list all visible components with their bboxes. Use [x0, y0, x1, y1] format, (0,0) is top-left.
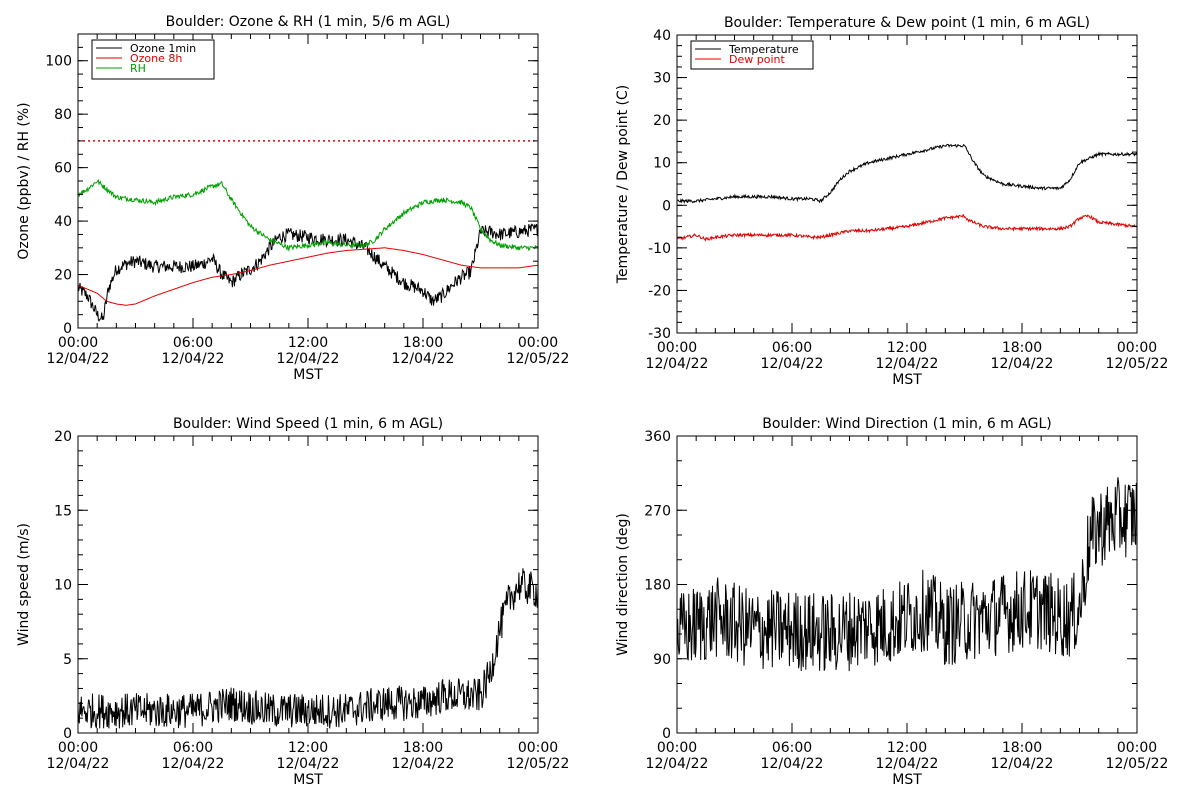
x-axis-label: MST — [892, 772, 922, 788]
x-axis-label: MST — [293, 772, 323, 788]
x-tick-time: 00:00 — [657, 740, 697, 756]
x-tick-date: 12/05/22 — [1106, 356, 1169, 372]
x-tick-time: 06:00 — [173, 335, 213, 351]
y-tick-label: 20 — [54, 429, 72, 445]
legend-label: RH — [130, 62, 146, 75]
legend-box — [690, 40, 814, 70]
y-tick-label: 0 — [662, 726, 671, 742]
y-tick-label: 90 — [653, 652, 671, 668]
legend-label: Temperature — [728, 43, 799, 56]
y-tick-label: 20 — [653, 113, 671, 129]
x-tick-date: 12/04/22 — [876, 356, 939, 372]
y-tick-label: 0 — [63, 321, 72, 337]
x-tick-time: 00:00 — [58, 335, 98, 351]
plot-frame — [77, 435, 539, 734]
series-ozone-8h — [78, 247, 538, 306]
x-tick-date: 12/04/22 — [277, 351, 340, 367]
x-tick-date: 12/04/22 — [761, 356, 824, 372]
x-tick-date: 12/04/22 — [991, 356, 1054, 372]
x-tick-date: 12/04/22 — [47, 351, 110, 367]
series-line — [78, 568, 538, 729]
y-axis-label: Temperature / Dew point (C) — [615, 85, 631, 284]
x-tick-date: 12/04/22 — [162, 351, 225, 367]
chart-title: Boulder: Temperature & Dew point (1 min,… — [724, 15, 1090, 31]
chart-title: Boulder: Ozone & RH (1 min, 5/6 m AGL) — [166, 14, 451, 30]
x-tick-date: 12/04/22 — [991, 756, 1054, 772]
x-tick-time: 06:00 — [772, 340, 812, 356]
x-tick-time: 00:00 — [58, 740, 98, 756]
y-axis-label: Ozone (ppbv) / RH (%) — [16, 102, 32, 259]
y-tick-label: 40 — [54, 214, 72, 230]
x-tick-date: 12/04/22 — [646, 356, 709, 372]
x-tick-time: 12:00 — [288, 335, 328, 351]
x-tick-time: 18:00 — [1002, 340, 1042, 356]
y-axis-label: Wind speed (m/s) — [16, 523, 32, 646]
y-tick-label: 180 — [644, 578, 671, 594]
x-tick-date: 12/04/22 — [876, 756, 939, 772]
x-tick-time: 12:00 — [288, 740, 328, 756]
x-tick-time: 12:00 — [887, 340, 927, 356]
chart-panel-1: Boulder: Ozone & RH (1 min, 5/6 m AGL) 0 2… — [16, 14, 569, 383]
chart-title: Boulder: Wind Speed (1 min, 6 m AGL) — [173, 416, 443, 432]
x-axis-label: MST — [293, 367, 323, 383]
y-tick-label: -20 — [648, 283, 671, 299]
chart-panel-2: Boulder: Temperature & Dew point (1 min,… — [615, 15, 1168, 388]
x-tick-time: 00:00 — [657, 340, 697, 356]
y-tick-label: 60 — [54, 161, 72, 177]
x-tick-date: 12/05/22 — [507, 351, 570, 367]
legend-label: Ozone 8h — [130, 52, 182, 65]
series-line — [677, 477, 1137, 672]
x-tick-date: 12/04/22 — [646, 756, 709, 772]
series-rh — [78, 179, 538, 253]
x-tick-time: 18:00 — [1002, 740, 1042, 756]
x-tick-time: 06:00 — [772, 740, 812, 756]
legend-box — [91, 39, 215, 80]
x-tick-date: 12/04/22 — [761, 756, 824, 772]
y-tick-label: 360 — [644, 429, 671, 445]
x-tick-time: 18:00 — [403, 335, 443, 351]
x-tick-time: 00:00 — [518, 740, 558, 756]
plot-frame — [676, 34, 1138, 334]
chart-panel-4: Boulder: Wind Direction (1 min, 6 m AGL)… — [615, 416, 1168, 788]
y-tick-label: 0 — [662, 198, 671, 214]
y-tick-label: 20 — [54, 268, 72, 284]
y-tick-label: 15 — [54, 503, 72, 519]
series-dew-point — [677, 214, 1137, 242]
series-temperature — [677, 143, 1137, 204]
x-tick-time: 00:00 — [1117, 740, 1157, 756]
legend-label: Dew point — [729, 53, 785, 66]
x-tick-date: 12/04/22 — [392, 756, 455, 772]
x-tick-time: 18:00 — [403, 740, 443, 756]
x-tick-time: 00:00 — [1117, 340, 1157, 356]
y-tick-label: 30 — [653, 71, 671, 87]
y-tick-label: -10 — [648, 241, 671, 257]
x-tick-date: 12/05/22 — [507, 756, 570, 772]
legend-label: Ozone 1min — [130, 42, 196, 55]
x-axis-label: MST — [892, 372, 922, 388]
y-tick-label: 0 — [63, 726, 72, 742]
y-tick-label: 100 — [45, 54, 72, 70]
y-tick-label: -30 — [648, 326, 671, 342]
x-tick-date: 12/05/22 — [1106, 756, 1169, 772]
x-tick-time: 00:00 — [518, 335, 558, 351]
y-tick-label: 10 — [54, 578, 72, 594]
y-tick-label: 5 — [63, 652, 72, 668]
x-tick-date: 12/04/22 — [392, 351, 455, 367]
chart-panel-3: Boulder: Wind Speed (1 min, 6 m AGL) 0 5 10… — [16, 416, 569, 788]
y-tick-label: 80 — [54, 107, 72, 123]
y-tick-label: 10 — [653, 156, 671, 172]
plot-frame — [676, 435, 1138, 734]
y-tick-label: 40 — [653, 28, 671, 44]
y-tick-label: 270 — [644, 503, 671, 519]
x-tick-date: 12/04/22 — [162, 756, 225, 772]
x-tick-time: 06:00 — [173, 740, 213, 756]
x-tick-date: 12/04/22 — [277, 756, 340, 772]
x-tick-date: 12/04/22 — [47, 756, 110, 772]
x-tick-time: 12:00 — [887, 740, 927, 756]
series-ozone-1min — [78, 223, 538, 322]
y-axis-label: Wind direction (deg) — [615, 513, 631, 656]
chart-title: Boulder: Wind Direction (1 min, 6 m AGL) — [762, 416, 1051, 432]
